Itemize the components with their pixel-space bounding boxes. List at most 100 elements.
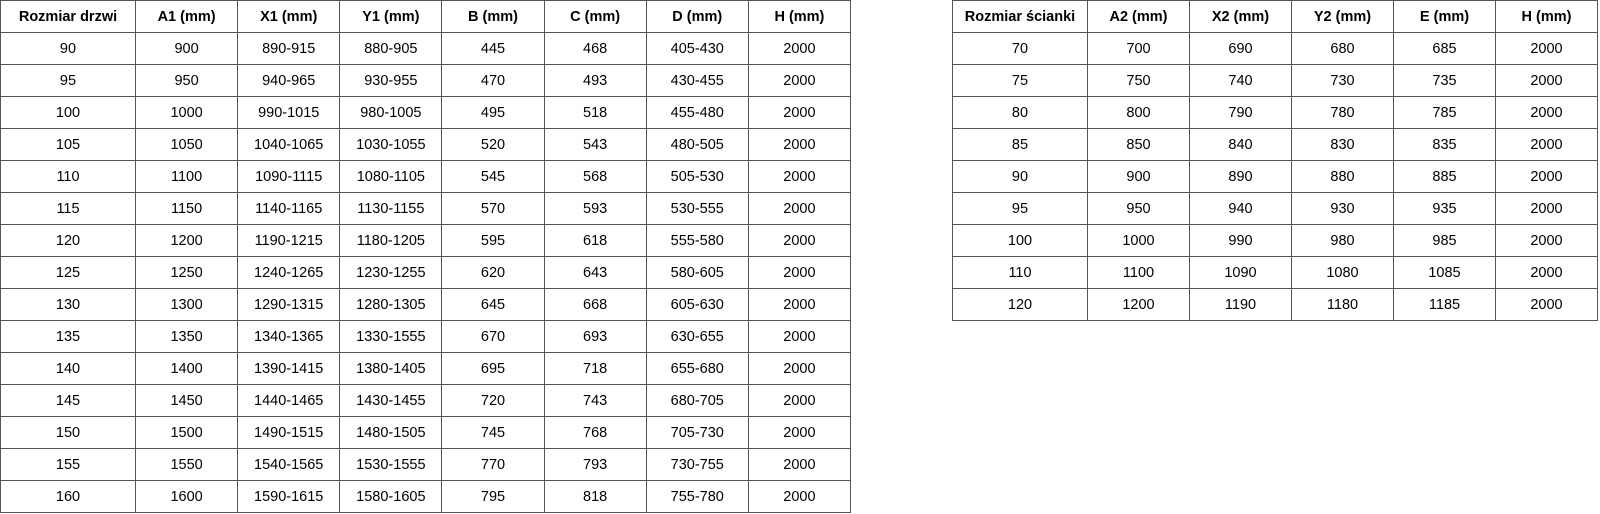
table-cell: 930 bbox=[1291, 192, 1394, 225]
table-cell: 880-905 bbox=[339, 32, 443, 65]
table-cell: 770 bbox=[441, 448, 545, 481]
table-cell: 745 bbox=[441, 416, 545, 449]
table-cell: 750 bbox=[1087, 64, 1190, 97]
table-cell: 2000 bbox=[1495, 64, 1598, 97]
table-cell: 980-1005 bbox=[339, 96, 443, 129]
table-cell: 1250 bbox=[134, 256, 239, 289]
table-cell: 645 bbox=[441, 288, 545, 321]
table-row: 140 1400 1390-1415 1380-1405 695 718 655-680 20… bbox=[0, 352, 852, 385]
table-cell: 1350 bbox=[134, 320, 239, 353]
table-cell: 1040-1065 bbox=[237, 128, 341, 161]
table-cell: 470 bbox=[441, 64, 545, 97]
table-cell: 2000 bbox=[1495, 160, 1598, 193]
table-cell: 1150 bbox=[134, 192, 239, 225]
table-cell: 830 bbox=[1291, 128, 1394, 161]
table-cell: 740 bbox=[1189, 64, 1292, 97]
table-cell: 90 bbox=[0, 32, 136, 65]
table-cell: 735 bbox=[1393, 64, 1496, 97]
table-row: 120 1200 1190-1215 1180-1205 595 618 555-580 20… bbox=[0, 224, 852, 257]
table-cell: 1240-1265 bbox=[237, 256, 341, 289]
table-cell: 800 bbox=[1087, 96, 1190, 129]
table-cell: 785 bbox=[1393, 96, 1496, 129]
column-header: A2 (mm) bbox=[1087, 0, 1190, 33]
table-cell: 780 bbox=[1291, 96, 1394, 129]
column-header: D (mm) bbox=[645, 0, 749, 33]
table-cell: 2000 bbox=[747, 192, 852, 225]
column-header: Y2 (mm) bbox=[1291, 0, 1394, 33]
table-cell: 2000 bbox=[1495, 288, 1598, 321]
table-cell: 1590-1615 bbox=[237, 480, 341, 513]
table-cell: 950 bbox=[1087, 192, 1190, 225]
table-cell: 1090-1115 bbox=[237, 160, 341, 193]
table-cell: 685 bbox=[1393, 32, 1496, 65]
table-cell: 755-780 bbox=[645, 480, 749, 513]
table-cell: 90 bbox=[952, 160, 1088, 193]
table-cell: 718 bbox=[543, 352, 647, 385]
table-cell: 880 bbox=[1291, 160, 1394, 193]
table-cell: 985 bbox=[1393, 224, 1496, 257]
table-cell: 2000 bbox=[747, 96, 852, 129]
table-cell: 2000 bbox=[1495, 224, 1598, 257]
table-cell: 605-630 bbox=[645, 288, 749, 321]
table-cell: 2000 bbox=[747, 352, 852, 385]
table-cell: 1190 bbox=[1189, 288, 1292, 321]
table-cell: 1000 bbox=[1087, 224, 1190, 257]
table-cell: 1450 bbox=[134, 384, 239, 417]
table-cell: 2000 bbox=[747, 416, 852, 449]
column-header: Rozmiar ścianki bbox=[952, 0, 1088, 33]
table-cell: 730-755 bbox=[645, 448, 749, 481]
table-cell: 1190-1215 bbox=[237, 224, 341, 257]
table-cell: 1280-1305 bbox=[339, 288, 443, 321]
table-cell: 1100 bbox=[1087, 256, 1190, 289]
table-cell: 850 bbox=[1087, 128, 1190, 161]
table-cell: 695 bbox=[441, 352, 545, 385]
column-header: X1 (mm) bbox=[237, 0, 341, 33]
table-cell: 160 bbox=[0, 480, 136, 513]
table-cell: 495 bbox=[441, 96, 545, 129]
table-cell: 2000 bbox=[1495, 96, 1598, 129]
table-row: 105 1050 1040-1065 1030-1055 520 543 480-505 20… bbox=[0, 128, 852, 161]
table-cell: 1600 bbox=[134, 480, 239, 513]
table-cell: 1490-1515 bbox=[237, 416, 341, 449]
table-row: 90 900 890 880 885 2000 bbox=[952, 160, 1598, 193]
table-cell: 2000 bbox=[747, 384, 852, 417]
table-cell: 2000 bbox=[747, 160, 852, 193]
table-cell: 493 bbox=[543, 64, 647, 97]
table-cell: 85 bbox=[952, 128, 1088, 161]
header-row: Rozmiar ścianki A2 (mm) X2 (mm) Y2 (mm) E (m… bbox=[952, 0, 1598, 33]
table-cell: 430-455 bbox=[645, 64, 749, 97]
table-cell: 1380-1405 bbox=[339, 352, 443, 385]
table-cell: 730 bbox=[1291, 64, 1394, 97]
table-cell: 145 bbox=[0, 384, 136, 417]
table-cell: 2000 bbox=[1495, 128, 1598, 161]
table-row: 110 1100 1090-1115 1080-1105 545 568 505-530 20… bbox=[0, 160, 852, 193]
table-row: 110 1100 1090 1080 1085 2000 bbox=[952, 256, 1598, 289]
table-cell: 2000 bbox=[747, 224, 852, 257]
table-cell: 630-655 bbox=[645, 320, 749, 353]
table-cell: 2000 bbox=[1495, 256, 1598, 289]
table-cell: 990-1015 bbox=[237, 96, 341, 129]
table-cell: 518 bbox=[543, 96, 647, 129]
table-cell: 680-705 bbox=[645, 384, 749, 417]
header-row: Rozmiar drzwi A1 (mm) X1 (mm) Y1 (mm) B (mm)… bbox=[0, 0, 852, 33]
table-cell: 900 bbox=[134, 32, 239, 65]
table-cell: 1330-1555 bbox=[339, 320, 443, 353]
table-row: 90 900 890-915 880-905 445 468 405-430 2000 bbox=[0, 32, 852, 65]
table-cell: 2000 bbox=[1495, 192, 1598, 225]
table-cell: 100 bbox=[0, 96, 136, 129]
table-cell: 95 bbox=[952, 192, 1088, 225]
table-cell: 743 bbox=[543, 384, 647, 417]
table-cell: 1390-1415 bbox=[237, 352, 341, 385]
table-cell: 835 bbox=[1393, 128, 1496, 161]
table-cell: 405-430 bbox=[645, 32, 749, 65]
table-cell: 505-530 bbox=[645, 160, 749, 193]
table-cell: 80 bbox=[952, 96, 1088, 129]
table-cell: 1480-1505 bbox=[339, 416, 443, 449]
column-header: H (mm) bbox=[1495, 0, 1598, 33]
table-cell: 930-955 bbox=[339, 64, 443, 97]
table-cell: 980 bbox=[1291, 224, 1394, 257]
table-cell: 580-605 bbox=[645, 256, 749, 289]
table-cell: 2000 bbox=[747, 480, 852, 513]
table-row: 150 1500 1490-1515 1480-1505 745 768 705-730 20… bbox=[0, 416, 852, 449]
column-header: Y1 (mm) bbox=[339, 0, 443, 33]
